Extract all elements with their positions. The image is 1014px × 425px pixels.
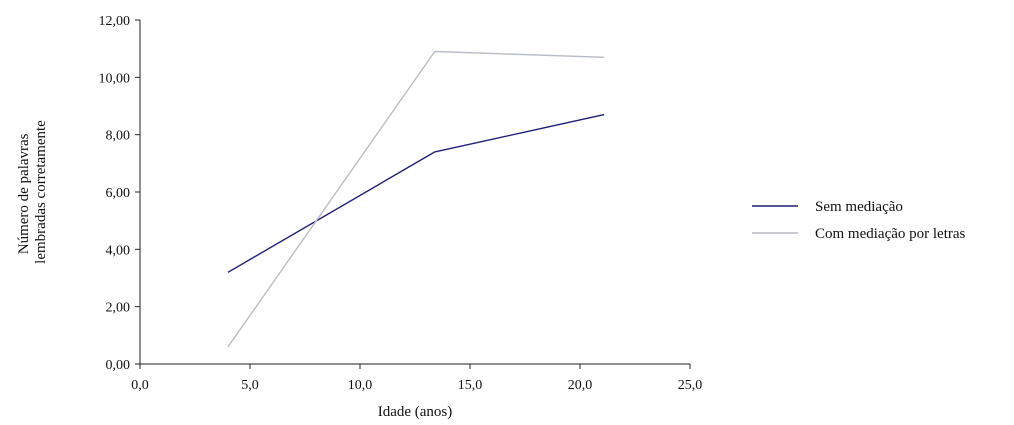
axes: [139, 20, 690, 365]
y-ticks: 0,00 2,00 4,00 6,00 8,00 10,00 12,00: [99, 14, 140, 373]
x-tick-label: 20,0: [568, 378, 593, 393]
y-tick-label: 10,00: [99, 71, 131, 86]
series-line-2: [227, 50, 605, 348]
y-tick-label: 8,00: [106, 129, 131, 144]
y-tick-label: 6,00: [106, 186, 131, 201]
x-tick-label: 0,0: [131, 378, 149, 393]
y-axis-title-line-1: Número de palavras: [16, 133, 32, 254]
y-tick-label: 12,00: [99, 14, 131, 29]
x-tick-label: 25,0: [678, 378, 703, 393]
legend-label-1: Sem mediação: [815, 199, 903, 215]
legend-label-2: Com mediação por letras: [815, 226, 966, 242]
series-line-1: [227, 113, 605, 273]
x-tick-label: 5,0: [241, 378, 259, 393]
y-axis-title: Número de palavras lembradas corretament…: [16, 120, 49, 264]
x-axis-title: Idade (anos): [378, 404, 453, 420]
y-axis-title-line-2: lembradas corretamente: [33, 120, 49, 264]
y-tick-label: 4,00: [106, 243, 131, 258]
legend: Sem mediação Com mediação por letras: [752, 199, 966, 242]
y-tick-label: 2,00: [106, 301, 131, 316]
y-tick-label: 0,00: [106, 358, 131, 373]
series-lines: [227, 50, 605, 348]
x-tick-label: 10,0: [348, 378, 373, 393]
x-ticks: 0,0 5,0 10,0 15,0 20,0 25,0: [131, 364, 702, 393]
x-tick-label: 15,0: [458, 378, 483, 393]
